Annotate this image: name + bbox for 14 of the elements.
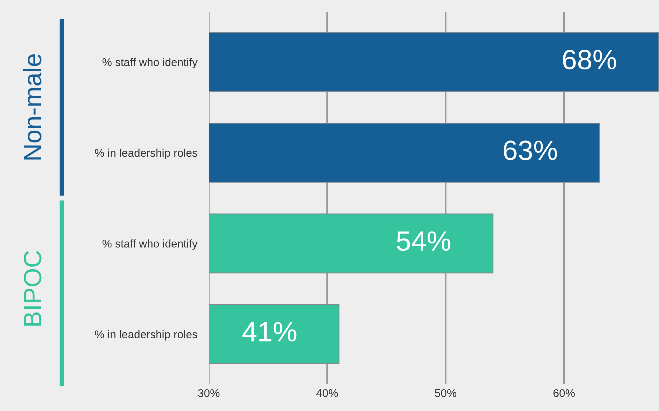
text: Non-male — [23, 54, 42, 160]
data-label: 68% — [563, 50, 616, 70]
y-tick-label: % in leadership roles — [95, 148, 198, 160]
y-tick-label: % staff who identify — [102, 58, 198, 69]
x-tick-label: 60% — [554, 389, 575, 398]
x-tick-label: 50% — [435, 389, 457, 398]
x-tick-label: 40% — [316, 389, 338, 398]
data-label: 63% — [504, 140, 558, 160]
data-label: 41% — [242, 322, 297, 342]
y-tick-label: % staff who identify — [102, 240, 198, 250]
data-label: 54% — [397, 232, 451, 252]
text: BIPOC — [24, 251, 42, 326]
y-tick-label: % in leadership roles — [95, 330, 198, 341]
x-tick-label: 30% — [198, 389, 220, 398]
